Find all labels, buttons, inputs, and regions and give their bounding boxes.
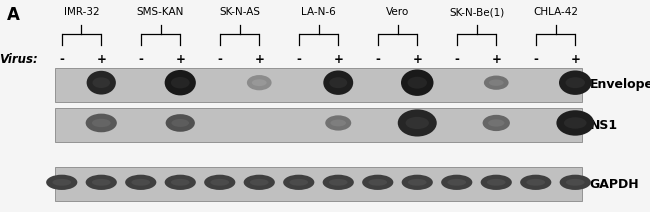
Text: -: - [375, 53, 380, 66]
Ellipse shape [125, 175, 157, 190]
Ellipse shape [171, 179, 190, 186]
Ellipse shape [559, 70, 592, 95]
Ellipse shape [330, 120, 346, 126]
Text: +: + [96, 53, 106, 66]
Ellipse shape [566, 179, 584, 186]
Ellipse shape [441, 175, 473, 190]
Ellipse shape [86, 175, 117, 190]
Ellipse shape [322, 175, 354, 190]
Ellipse shape [164, 70, 196, 95]
Ellipse shape [408, 77, 427, 89]
Text: -: - [138, 53, 143, 66]
Ellipse shape [401, 70, 434, 96]
Ellipse shape [484, 75, 508, 90]
Ellipse shape [92, 119, 110, 127]
Text: +: + [412, 53, 423, 66]
Bar [55, 108, 582, 142]
Ellipse shape [329, 179, 348, 186]
Ellipse shape [482, 115, 510, 131]
Ellipse shape [566, 77, 585, 88]
Ellipse shape [408, 179, 426, 186]
Bar [55, 167, 582, 201]
Ellipse shape [250, 179, 268, 186]
Ellipse shape [86, 114, 117, 132]
Text: -: - [217, 53, 222, 66]
Text: +: + [254, 53, 264, 66]
Ellipse shape [402, 175, 433, 190]
Ellipse shape [369, 179, 387, 186]
Ellipse shape [247, 75, 272, 90]
Ellipse shape [488, 119, 504, 127]
Text: Vero: Vero [386, 7, 409, 17]
Ellipse shape [171, 77, 190, 88]
Text: Virus:: Virus: [0, 53, 38, 66]
Text: -: - [533, 53, 538, 66]
Ellipse shape [283, 175, 315, 190]
Text: +: + [333, 53, 343, 66]
Ellipse shape [166, 114, 195, 132]
Text: IMR-32: IMR-32 [64, 7, 99, 17]
Ellipse shape [172, 119, 189, 127]
Text: SK-N-Be(1): SK-N-Be(1) [449, 7, 504, 17]
Bar [55, 68, 582, 102]
Text: NS1: NS1 [590, 119, 618, 132]
Ellipse shape [362, 175, 393, 190]
Ellipse shape [92, 179, 110, 186]
Ellipse shape [131, 179, 150, 186]
Ellipse shape [398, 109, 437, 137]
Text: -: - [59, 53, 64, 66]
Text: Envelope: Envelope [590, 78, 650, 91]
Text: GAPDH: GAPDH [590, 178, 639, 191]
Ellipse shape [406, 117, 429, 129]
Ellipse shape [330, 77, 347, 88]
Text: A: A [6, 6, 20, 24]
Ellipse shape [86, 71, 116, 95]
Text: -: - [296, 53, 301, 66]
Ellipse shape [560, 175, 591, 190]
Ellipse shape [323, 70, 353, 95]
Ellipse shape [46, 175, 77, 190]
Text: SK-N-AS: SK-N-AS [219, 7, 260, 17]
Text: +: + [491, 53, 501, 66]
Text: +: + [570, 53, 580, 66]
Ellipse shape [447, 179, 466, 186]
Text: CHLA-42: CHLA-42 [533, 7, 578, 17]
Ellipse shape [92, 77, 110, 88]
Ellipse shape [164, 175, 196, 190]
Text: SMS-KAN: SMS-KAN [136, 7, 184, 17]
Ellipse shape [244, 175, 275, 190]
Ellipse shape [489, 80, 504, 86]
Ellipse shape [289, 179, 308, 186]
Ellipse shape [252, 79, 266, 86]
Text: -: - [454, 53, 459, 66]
Ellipse shape [325, 115, 351, 131]
Ellipse shape [204, 175, 235, 190]
Ellipse shape [487, 179, 506, 186]
Ellipse shape [520, 175, 551, 190]
Ellipse shape [53, 179, 71, 186]
Ellipse shape [526, 179, 545, 186]
Ellipse shape [211, 179, 229, 186]
Text: +: + [176, 53, 185, 66]
Ellipse shape [564, 117, 586, 129]
Text: LA-N-6: LA-N-6 [301, 7, 336, 17]
Ellipse shape [556, 110, 594, 136]
Ellipse shape [480, 175, 512, 190]
